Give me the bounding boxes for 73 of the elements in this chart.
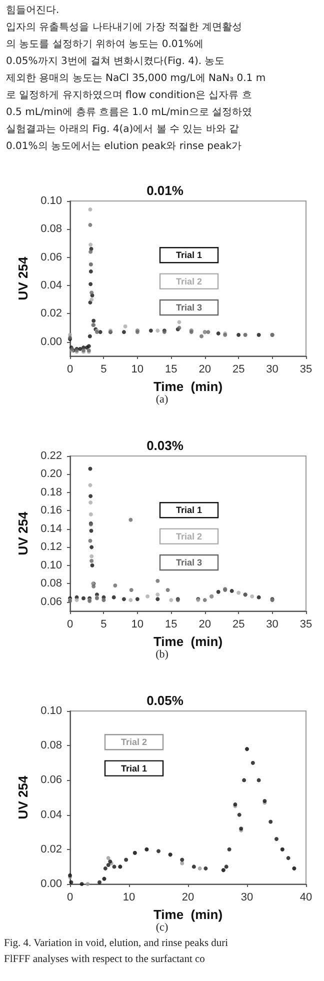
y-axis-title: UV 254	[16, 511, 31, 556]
text: Trial 1	[121, 763, 148, 774]
x-axis-title: Time (min)	[153, 906, 223, 922]
text: FlFFF analyses with respect to the surfactant co	[4, 954, 205, 965]
text: (c)	[156, 922, 168, 934]
x-tick-label: 40	[300, 892, 312, 904]
chart-title: 0.05%	[146, 693, 184, 708]
y-tick-label: 0.02	[40, 308, 62, 320]
x-tick-label: 25	[232, 364, 245, 376]
y-tick-label: 0.08	[40, 223, 62, 236]
x-axis-title: Time (min)	[153, 634, 223, 649]
y-axis-title: UV 254	[16, 256, 31, 300]
text: (b)	[156, 648, 169, 660]
text: Trial 3	[176, 558, 202, 568]
series-label: Trial 3	[176, 302, 202, 312]
x-tick-label: 20	[182, 892, 194, 904]
text: Trial 2	[121, 737, 148, 748]
y-tick-label: 0.18	[40, 486, 62, 498]
text: Trial 2	[176, 276, 202, 286]
text: 실험결과는 아래의 Fig. 4(a)에서 볼 수 있는 바와 같	[6, 123, 240, 137]
y-tick-label: 0.22	[40, 450, 62, 462]
x-tick-label: 5	[100, 364, 107, 376]
y-tick-label: 0.04	[40, 808, 62, 821]
x-tick-label: 0	[66, 364, 74, 376]
text: Trial 1	[176, 505, 202, 516]
x-tick-label: 5	[100, 618, 107, 630]
y-tick-label: 0.06	[40, 774, 62, 786]
x-tick-label: 20	[198, 618, 211, 630]
text: 힘들어진다.	[6, 4, 60, 18]
text: (a)	[156, 394, 168, 406]
x-tick-label: 10	[131, 364, 144, 376]
x-tick-label: 35	[300, 364, 312, 376]
x-tick-label: 20	[198, 364, 211, 376]
text: 0.5 mL/min에 층류 흐름은 1.0 mL/min으로 설정하였	[6, 106, 253, 120]
text: 0.05%까지 3번에 걸쳐 변화시켰다(Fig. 4). 농도	[6, 55, 226, 69]
y-tick-label: 0.00	[40, 878, 62, 890]
text: 제외한 용매의 농도는 NaCl 35,000 mg/L에 NaN₃ 0.1 m	[6, 72, 267, 86]
y-tick-label: 0.10	[40, 559, 62, 572]
y-tick-label: 0.20	[40, 468, 62, 480]
y-tick-label: 0.10	[40, 195, 62, 207]
y-tick-label: 0.08	[40, 578, 62, 590]
y-tick-label: 0.12	[40, 541, 62, 554]
y-tick-label: 0.06	[40, 596, 62, 608]
chart-title: 0.03%	[146, 438, 184, 453]
text: 의 농도를 설정하기 위하여 농도는 0.01%에	[6, 38, 205, 52]
y-tick-label: 0.06	[40, 251, 62, 264]
x-tick-label: 0	[66, 892, 74, 904]
y-tick-label: 0.00	[40, 336, 62, 348]
y-tick-label: 0.16	[40, 504, 62, 517]
y-tick-label: 0.02	[40, 843, 62, 856]
x-tick-label: 30	[266, 618, 278, 630]
x-axis-title: Time (min)	[153, 378, 223, 394]
text: 0.01%의 농도에서는 elution peak와 rinse peak가	[6, 140, 243, 154]
y-tick-label: 0.04	[40, 280, 62, 292]
caption: Fig. 4. Variation in void, elution, and rinse peaks duri	[4, 938, 228, 949]
y-tick-label: 0.08	[40, 740, 62, 752]
text: 입자의 유출특성을 나타내기에 가장 적절한 계면활성	[6, 21, 243, 35]
x-tick-label: 25	[232, 618, 245, 630]
text: Trial 2	[176, 531, 202, 542]
x-tick-label: 10	[131, 618, 144, 630]
x-tick-label: 30	[266, 364, 278, 376]
y-tick-label: 0.14	[40, 522, 62, 535]
x-tick-label: 10	[122, 892, 136, 904]
x-tick-label: 35	[300, 618, 312, 630]
x-tick-label: 15	[165, 618, 178, 630]
y-tick-label: 0.10	[40, 705, 62, 717]
x-tick-label: 0	[66, 618, 74, 630]
chart-title: 0.01%	[146, 183, 184, 198]
y-axis-title: UV 254	[16, 775, 31, 820]
x-tick-label: 15	[165, 364, 178, 376]
text: Trial 1	[176, 250, 202, 260]
x-tick-label: 30	[240, 892, 254, 904]
text: 로 일정하게 유지하였으며 flow condition은 십자류 흐	[6, 89, 253, 103]
